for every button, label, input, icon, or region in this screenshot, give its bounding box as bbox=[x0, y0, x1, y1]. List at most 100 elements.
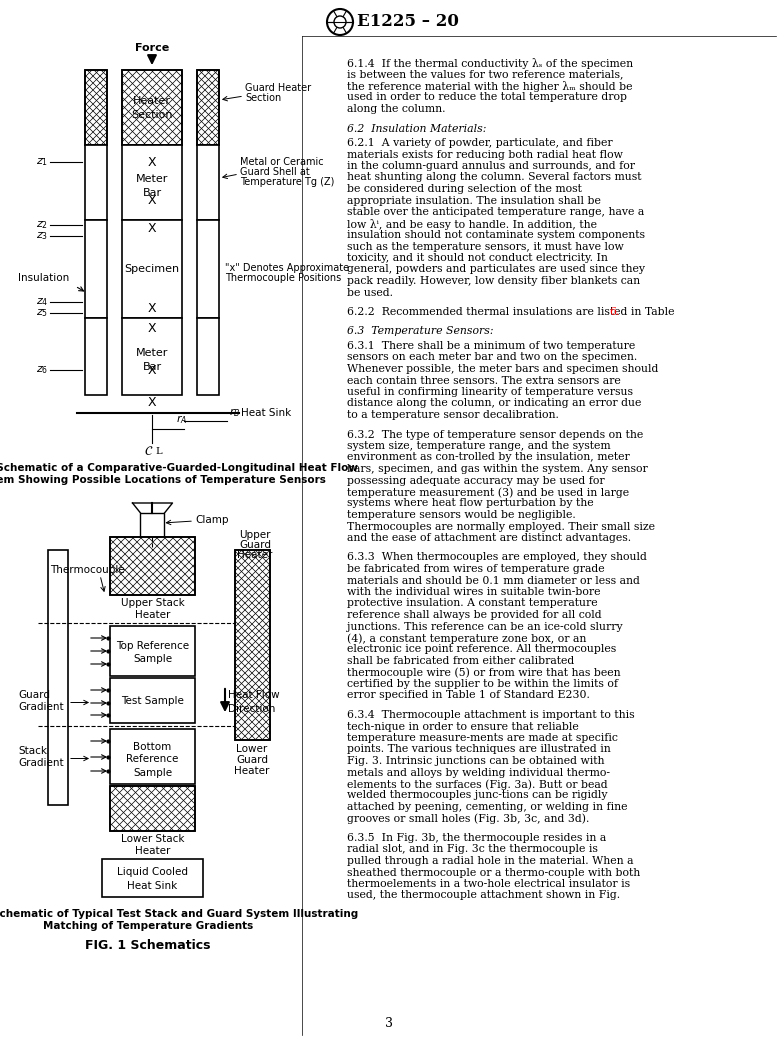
Bar bbox=[122, 70, 182, 145]
Text: Metal or Ceramic: Metal or Ceramic bbox=[240, 157, 324, 167]
Text: Heat Sink: Heat Sink bbox=[241, 408, 291, 418]
Text: general, powders and particulates are used since they: general, powders and particulates are us… bbox=[347, 264, 645, 275]
Text: Top Reference: Top Reference bbox=[116, 641, 189, 651]
Text: Bar: Bar bbox=[142, 187, 162, 198]
Polygon shape bbox=[141, 513, 164, 537]
Text: systems where heat flow perturbation by the: systems where heat flow perturbation by … bbox=[347, 499, 594, 508]
Bar bbox=[85, 145, 107, 220]
Bar bbox=[122, 318, 182, 395]
Bar bbox=[48, 550, 68, 805]
Text: such as the temperature sensors, it must have low: such as the temperature sensors, it must… bbox=[347, 242, 624, 252]
Text: sensors on each meter bar and two on the specimen.: sensors on each meter bar and two on the… bbox=[347, 353, 637, 362]
Bar bbox=[102, 859, 203, 897]
Text: Heater: Heater bbox=[133, 97, 171, 106]
Text: materials exists for reducing both radial heat flow: materials exists for reducing both radia… bbox=[347, 150, 623, 159]
Text: and the ease of attachment are distinct advantages.: and the ease of attachment are distinct … bbox=[347, 533, 631, 543]
Text: temperature sensors would be negligible.: temperature sensors would be negligible. bbox=[347, 510, 576, 520]
Text: 6.: 6. bbox=[609, 307, 620, 318]
Text: attached by peening, cementing, or welding in fine: attached by peening, cementing, or weldi… bbox=[347, 802, 628, 812]
Text: pulled through a radial hole in the material. When a: pulled through a radial hole in the mate… bbox=[347, 856, 633, 866]
Text: 6.3  Temperature Sensors:: 6.3 Temperature Sensors: bbox=[347, 327, 493, 336]
Bar bbox=[110, 786, 195, 831]
Text: Thermocouple Positions: Thermocouple Positions bbox=[225, 273, 342, 283]
Text: temperature measurement (3) and be used in large: temperature measurement (3) and be used … bbox=[347, 487, 629, 498]
Text: 6.2.2  Recommended thermal insulations are listed in Table: 6.2.2 Recommended thermal insulations ar… bbox=[347, 307, 678, 318]
Text: Temperature Tg (Z): Temperature Tg (Z) bbox=[240, 177, 335, 187]
Bar bbox=[110, 537, 195, 595]
Text: 6.2.1  A variety of powder, particulate, and fiber: 6.2.1 A variety of powder, particulate, … bbox=[347, 138, 612, 148]
Text: X: X bbox=[148, 322, 156, 334]
Text: FIG. 1(b) Schematic of Typical Test Stack and Guard System Illustrating: FIG. 1(b) Schematic of Typical Test Stac… bbox=[0, 909, 359, 919]
Text: 6.3.2  The type of temperature sensor depends on the: 6.3.2 The type of temperature sensor dep… bbox=[347, 430, 643, 439]
Text: metals and alloys by welding individual thermo-: metals and alloys by welding individual … bbox=[347, 767, 610, 778]
Bar bbox=[110, 729, 195, 784]
Text: Gradient: Gradient bbox=[18, 703, 64, 712]
Text: Test Sample: Test Sample bbox=[121, 695, 184, 706]
Text: Thermocouples are normally employed. Their small size: Thermocouples are normally employed. The… bbox=[347, 522, 655, 532]
Text: Guard: Guard bbox=[236, 755, 268, 765]
Text: 6.3.4  Thermocouple attachment is important to this: 6.3.4 Thermocouple attachment is importa… bbox=[347, 710, 635, 720]
Text: bars, specimen, and gas within the system. Any sensor: bars, specimen, and gas within the syste… bbox=[347, 464, 648, 474]
Text: Fig. 3. Intrinsic junctions can be obtained with: Fig. 3. Intrinsic junctions can be obtai… bbox=[347, 756, 605, 766]
Bar bbox=[85, 220, 107, 318]
Text: in the column-guard annulus and surrounds, and for: in the column-guard annulus and surround… bbox=[347, 161, 635, 171]
Text: $z_6$: $z_6$ bbox=[36, 364, 48, 376]
Text: thermocouple wire (5) or from wire that has been: thermocouple wire (5) or from wire that … bbox=[347, 667, 621, 678]
Text: $z_2$: $z_2$ bbox=[36, 219, 48, 231]
Text: Sample: Sample bbox=[133, 767, 172, 778]
Text: error specified in Table 1 of Standard E230.: error specified in Table 1 of Standard E… bbox=[347, 690, 590, 701]
Bar bbox=[197, 220, 219, 318]
Text: is between the values for two reference materials,: is between the values for two reference … bbox=[347, 70, 623, 79]
Bar bbox=[197, 70, 219, 145]
Text: Force: Force bbox=[135, 43, 169, 53]
Text: thermoelements in a two-hole electrical insulator is: thermoelements in a two-hole electrical … bbox=[347, 879, 630, 889]
Text: $z_3$: $z_3$ bbox=[36, 230, 48, 242]
Text: Stack: Stack bbox=[18, 746, 47, 757]
Bar bbox=[235, 550, 270, 740]
Text: $r_A$: $r_A$ bbox=[177, 413, 187, 426]
Text: 6.3.3  When thermocouples are employed, they should: 6.3.3 When thermocouples are employed, t… bbox=[347, 553, 647, 562]
Text: materials and should be 0.1 mm diameter or less and: materials and should be 0.1 mm diameter … bbox=[347, 576, 640, 585]
Text: welded thermocouples junc­tions can be rigidly: welded thermocouples junc­tions can be r… bbox=[347, 790, 608, 801]
Text: temperature measure­ments are made at specific: temperature measure­ments are made at sp… bbox=[347, 733, 618, 743]
Text: (4), a constant temperature zone box, or an: (4), a constant temperature zone box, or… bbox=[347, 633, 587, 643]
Text: Lower: Lower bbox=[237, 744, 268, 754]
Text: $z_1$: $z_1$ bbox=[36, 156, 48, 168]
Text: Gradient: Gradient bbox=[18, 759, 64, 768]
Text: 6.1.4  If the thermal conductivity λₛ of the specimen: 6.1.4 If the thermal conductivity λₛ of … bbox=[347, 58, 633, 69]
Text: 3: 3 bbox=[385, 1017, 393, 1030]
Text: shall be fabricated from either calibrated: shall be fabricated from either calibrat… bbox=[347, 656, 574, 666]
Text: Reference: Reference bbox=[126, 755, 179, 764]
Bar bbox=[110, 626, 195, 676]
Text: X: X bbox=[148, 363, 156, 377]
Text: FIG. 1 Schematics: FIG. 1 Schematics bbox=[86, 939, 211, 953]
Bar bbox=[85, 70, 107, 145]
Text: Heater: Heater bbox=[135, 846, 170, 856]
Text: $z_4$: $z_4$ bbox=[36, 296, 48, 308]
Text: Matching of Temperature Gradients: Matching of Temperature Gradients bbox=[43, 921, 253, 931]
Text: possessing adequate accuracy may be used for: possessing adequate accuracy may be used… bbox=[347, 476, 605, 485]
Text: Section: Section bbox=[245, 93, 282, 103]
Bar bbox=[197, 318, 219, 395]
Text: environment as con­trolled by the insulation, meter: environment as con­trolled by the insula… bbox=[347, 453, 629, 462]
Text: Heater: Heater bbox=[135, 610, 170, 620]
Text: tech­nique in order to ensure that reliable: tech­nique in order to ensure that relia… bbox=[347, 721, 579, 732]
Text: points. The various techniques are illustrated in: points. The various techniques are illus… bbox=[347, 744, 611, 755]
Text: along the column.: along the column. bbox=[347, 104, 446, 115]
Text: Heater: Heater bbox=[237, 550, 272, 560]
Text: stable over the anticipated temperature range, have a: stable over the anticipated temperature … bbox=[347, 207, 644, 217]
Text: system size, temperature range, and the system: system size, temperature range, and the … bbox=[347, 441, 611, 451]
Text: Whenever possible, the meter bars and specimen should: Whenever possible, the meter bars and sp… bbox=[347, 364, 658, 374]
Text: Liquid Cooled: Liquid Cooled bbox=[117, 867, 188, 877]
Text: Upper: Upper bbox=[240, 530, 271, 540]
Text: 6.3.5  In Fig. 3b, the thermocouple resides in a: 6.3.5 In Fig. 3b, the thermocouple resid… bbox=[347, 833, 606, 843]
Bar bbox=[197, 70, 219, 145]
Text: X: X bbox=[148, 396, 156, 408]
Bar bbox=[110, 537, 195, 595]
Text: low λⁱ, and be easy to handle. In addition, the: low λⁱ, and be easy to handle. In additi… bbox=[347, 219, 597, 229]
Text: Clamp: Clamp bbox=[195, 515, 229, 525]
Text: Specimen: Specimen bbox=[124, 264, 180, 274]
Text: radial slot, and in Fig. 3c the thermocouple is: radial slot, and in Fig. 3c the thermoco… bbox=[347, 844, 598, 855]
Text: L: L bbox=[155, 447, 162, 456]
Text: with the individual wires in suitable twin-bore: with the individual wires in suitable tw… bbox=[347, 587, 601, 596]
